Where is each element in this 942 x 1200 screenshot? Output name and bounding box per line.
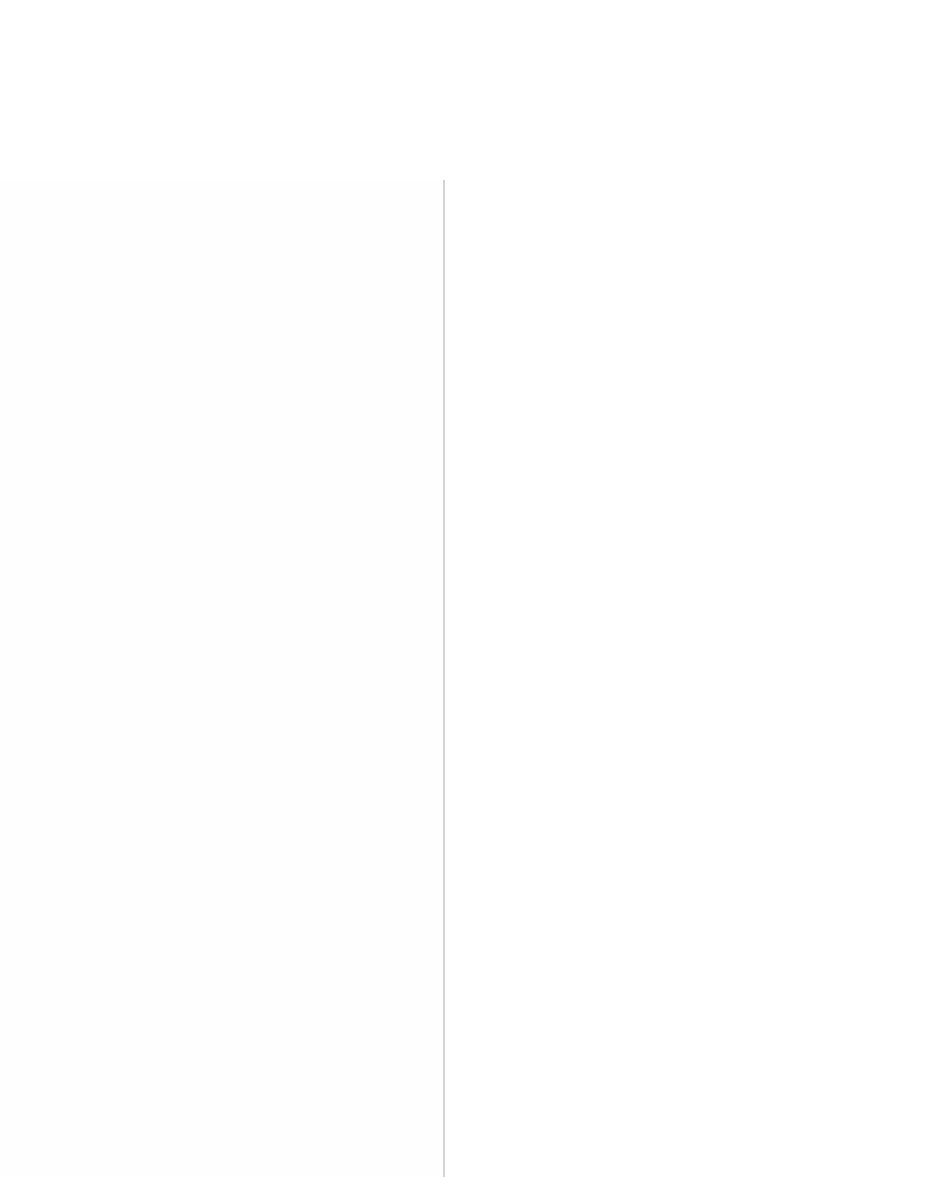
right-pane (445, 180, 942, 1177)
vertical-divider (443, 180, 445, 1177)
left-pane (0, 180, 443, 1177)
